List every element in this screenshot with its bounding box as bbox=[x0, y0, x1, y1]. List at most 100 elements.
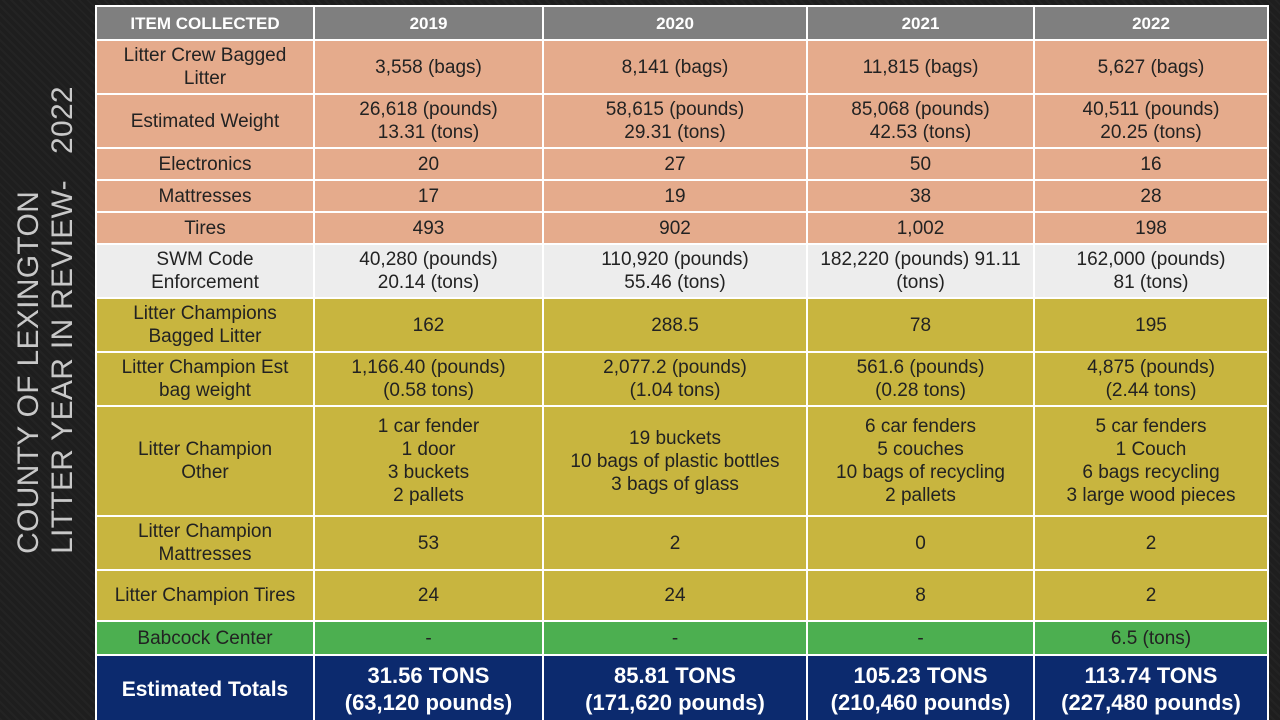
cell-line: 58,615 (pounds) bbox=[605, 99, 745, 120]
cell-line: 902 bbox=[659, 217, 691, 239]
table-row: Estimated Totals 31.56 TONS (63,120 pounds… bbox=[95, 654, 1269, 720]
row-label-line: Litter Champion bbox=[137, 521, 273, 542]
table-row: Mattresses 17 19 38 28 bbox=[95, 179, 1269, 213]
cell-line: 3 bags of glass bbox=[611, 473, 739, 495]
row-label: Estimated Weight bbox=[95, 93, 315, 149]
cell-line: 2 pallets bbox=[885, 485, 956, 506]
table-cell: 40,280 (pounds) 20.14 (tons) bbox=[313, 243, 544, 299]
table-cell: 198 bbox=[1033, 211, 1269, 245]
table-cell: 24 bbox=[313, 569, 544, 622]
side-title: COUNTY OF LEXINGTON LITTER YEAR IN REVIE… bbox=[8, 0, 84, 640]
side-title-year: 2022 bbox=[46, 86, 80, 155]
cell-line: 493 bbox=[412, 217, 445, 239]
cell-line: 0 bbox=[915, 532, 926, 554]
table-cell: 1 car fender 1 door 3 buckets 2 pallets bbox=[313, 405, 544, 517]
cell-line: 20.14 (tons) bbox=[377, 272, 480, 293]
table-cell: 4,875 (pounds) (2.44 tons) bbox=[1033, 351, 1269, 407]
cell-line: 105.23 TONS bbox=[853, 663, 988, 688]
cell-line: 1,166.40 (pounds) bbox=[351, 357, 506, 378]
row-label-line: Litter Champion Est bbox=[121, 357, 289, 378]
header-2019: 2019 bbox=[313, 5, 544, 41]
table-cell: 28 bbox=[1033, 179, 1269, 213]
row-label-line: Other bbox=[181, 462, 229, 483]
table-cell: 19 buckets 10 bags of plastic bottles 3 ba… bbox=[542, 405, 808, 517]
table-cell: 1,002 bbox=[806, 211, 1035, 245]
table-cell: 3,558 (bags) bbox=[313, 39, 544, 95]
cell-line: 8 bbox=[915, 585, 926, 606]
table-cell: 5,627 (bags) bbox=[1033, 39, 1269, 95]
table-cell: 38 bbox=[806, 179, 1035, 213]
cell-line: 2 bbox=[669, 532, 681, 554]
table-cell: 19 bbox=[542, 179, 808, 213]
row-label-line: Enforcement bbox=[151, 272, 259, 293]
cell-line: 288.5 bbox=[651, 314, 699, 336]
cell-line: 31.56 TONS bbox=[367, 663, 490, 688]
cell-line: 24 bbox=[664, 585, 686, 606]
cell-line: 28 bbox=[1140, 185, 1162, 207]
cell-line: 27 bbox=[664, 153, 686, 175]
cell-line: 10 bags of recycling bbox=[836, 462, 1005, 483]
table-cell: 162 bbox=[313, 297, 544, 353]
table-cell: - bbox=[542, 620, 808, 656]
header-2021: 2021 bbox=[806, 5, 1035, 41]
cell-line: - bbox=[671, 627, 679, 649]
cell-line: 13.31 (tons) bbox=[377, 122, 480, 143]
cell-line: - bbox=[917, 627, 924, 649]
cell-line: 6.5 (tons) bbox=[1110, 627, 1192, 649]
cell-line: 85.81 TONS bbox=[614, 663, 736, 688]
cell-line: 6 bags recycling bbox=[1082, 462, 1220, 483]
cell-line: 1 Couch bbox=[1115, 439, 1187, 460]
table-cell: 110,920 (pounds) 55.46 (tons) bbox=[542, 243, 808, 299]
row-label: Litter Champions Bagged Litter bbox=[95, 297, 315, 353]
table-cell: 78 bbox=[806, 297, 1035, 353]
table-cell: 5 car fenders 1 Couch 6 bags recycling 3 la… bbox=[1033, 405, 1269, 517]
row-label: Electronics bbox=[95, 147, 315, 181]
row-label-line: Babcock Center bbox=[137, 627, 273, 649]
table-cell: - bbox=[313, 620, 544, 656]
cell-line: 26,618 (pounds) bbox=[359, 99, 498, 120]
table-row: Tires 493 902 1,002 198 bbox=[95, 211, 1269, 245]
cell-line: (1.04 tons) bbox=[629, 380, 721, 401]
cell-line: 5 car fenders bbox=[1095, 416, 1207, 437]
table-cell: 85,068 (pounds) 42.53 (tons) bbox=[806, 93, 1035, 149]
table-cell: - bbox=[806, 620, 1035, 656]
table-cell: 27 bbox=[542, 147, 808, 181]
cell-line: 2 bbox=[1145, 532, 1157, 554]
row-label: Tires bbox=[95, 211, 315, 245]
table-cell: 11,815 (bags) bbox=[806, 39, 1035, 95]
cell-line: 561.6 (pounds) bbox=[856, 357, 985, 378]
row-label-line: Estimated Weight bbox=[130, 110, 280, 132]
table-cell: 2 bbox=[1033, 569, 1269, 622]
row-label-line: Litter Crew Bagged bbox=[123, 45, 287, 66]
cell-line: 5 couches bbox=[877, 439, 964, 460]
header-item-collected: ITEM COLLECTED bbox=[95, 5, 315, 41]
table-row: Litter Champion Other 1 car fender 1 door 3 … bbox=[95, 405, 1269, 517]
row-label-line: Litter Champion bbox=[137, 439, 273, 460]
row-label: Litter Crew Bagged Litter bbox=[95, 39, 315, 95]
table-row: Babcock Center - - - 6.5 (tons) bbox=[95, 620, 1269, 656]
side-title-line2: LITTER YEAR IN REVIEW- 2022 bbox=[46, 86, 80, 554]
header-row: ITEM COLLECTED 2019 2020 2021 2022 bbox=[95, 5, 1269, 41]
cell-line: - bbox=[425, 627, 432, 649]
table-cell: 6 car fenders 5 couches 10 bags of recycli… bbox=[806, 405, 1035, 517]
cell-line: 162 bbox=[412, 314, 445, 336]
row-label-line: Tires bbox=[184, 217, 226, 239]
table-cell: 8,141 (bags) bbox=[542, 39, 808, 95]
table-row: Litter Crew Bagged Litter 3,558 (bags) 8,14… bbox=[95, 39, 1269, 95]
side-title-line2-text: LITTER YEAR IN REVIEW- bbox=[46, 180, 80, 554]
table-cell: 2 bbox=[1033, 515, 1269, 571]
cell-line: 110,920 (pounds) bbox=[601, 249, 749, 270]
row-label-line: Litter Champion Tires bbox=[114, 585, 296, 606]
cell-line: 24 bbox=[417, 585, 440, 606]
cell-line: 8,141 (bags) bbox=[621, 56, 729, 78]
cell-line: 2 bbox=[1145, 585, 1157, 606]
table-cell: 20 bbox=[313, 147, 544, 181]
table-cell: 17 bbox=[313, 179, 544, 213]
table-cell: 85.81 TONS (171,620 pounds) bbox=[542, 654, 808, 720]
table-cell: 902 bbox=[542, 211, 808, 245]
cell-line: 42.53 (tons) bbox=[869, 122, 972, 143]
cell-line: 3 large wood pieces bbox=[1066, 485, 1236, 506]
table-cell: 561.6 (pounds) (0.28 tons) bbox=[806, 351, 1035, 407]
header-2020: 2020 bbox=[542, 5, 808, 41]
cell-line: 198 bbox=[1135, 217, 1167, 239]
